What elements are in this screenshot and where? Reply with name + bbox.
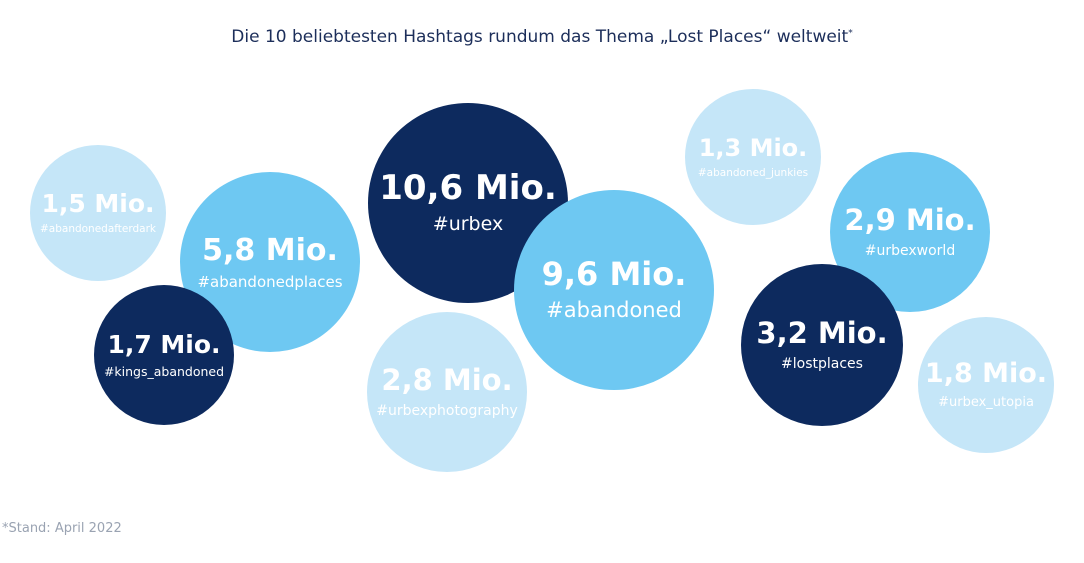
bubble-urbexphotography: 2,8 Mio. #urbexphotography [367, 312, 527, 472]
bubble-hashtag: #abandonedplaces [197, 272, 343, 291]
bubble-value: 1,5 Mio. [41, 188, 155, 218]
bubble-value: 1,3 Mio. [698, 133, 808, 162]
bubble-value: 3,2 Mio. [756, 315, 888, 350]
bubble-abandonedafterdark: 1,5 Mio. #abandonedafterdark [30, 145, 166, 281]
bubble-abandoned-junkies: 1,3 Mio. #abandoned_junkies [685, 89, 821, 225]
bubble-value: 9,6 Mio. [541, 254, 687, 293]
bubble-hashtag: #urbex [432, 213, 504, 236]
footnote: *Stand: April 2022 [2, 521, 122, 536]
bubble-hashtag: #abandonedafterdark [39, 223, 156, 236]
bubble-hashtag: #urbex_utopia [938, 395, 1034, 411]
bubble-abandoned: 9,6 Mio. #abandoned [514, 190, 714, 390]
bubble-hashtag: #urbexworld [864, 242, 956, 259]
bubble-lostplaces: 3,2 Mio. #lostplaces [741, 264, 903, 426]
bubble-value: 2,8 Mio. [381, 362, 513, 397]
chart-title: Die 10 beliebtesten Hashtags rundum das … [0, 27, 1084, 47]
title-footnote-mark: * [848, 28, 853, 39]
chart-title-text: Die 10 beliebtesten Hashtags rundum das … [231, 27, 849, 47]
bubble-hashtag: #lostplaces [781, 355, 863, 372]
bubble-value: 5,8 Mio. [202, 232, 338, 268]
bubble-value: 1,8 Mio. [924, 358, 1048, 390]
bubble-value: 2,9 Mio. [844, 202, 976, 237]
bubble-kings-abandoned: 1,7 Mio. #kings_abandoned [94, 285, 234, 425]
bubble-hashtag: #kings_abandoned [103, 364, 225, 380]
bubble-abandonedplaces: 5,8 Mio. #abandonedplaces [180, 172, 360, 352]
bubble-urbex-utopia: 1,8 Mio. #urbex_utopia [918, 317, 1054, 453]
bubble-value: 1,7 Mio. [107, 329, 221, 359]
bubble-hashtag: #abandoned_junkies [697, 166, 809, 179]
bubble-value: 10,6 Mio. [379, 167, 557, 208]
bubble-hashtag: #abandoned [546, 298, 682, 322]
bubble-hashtag: #urbexphotography [376, 402, 518, 419]
